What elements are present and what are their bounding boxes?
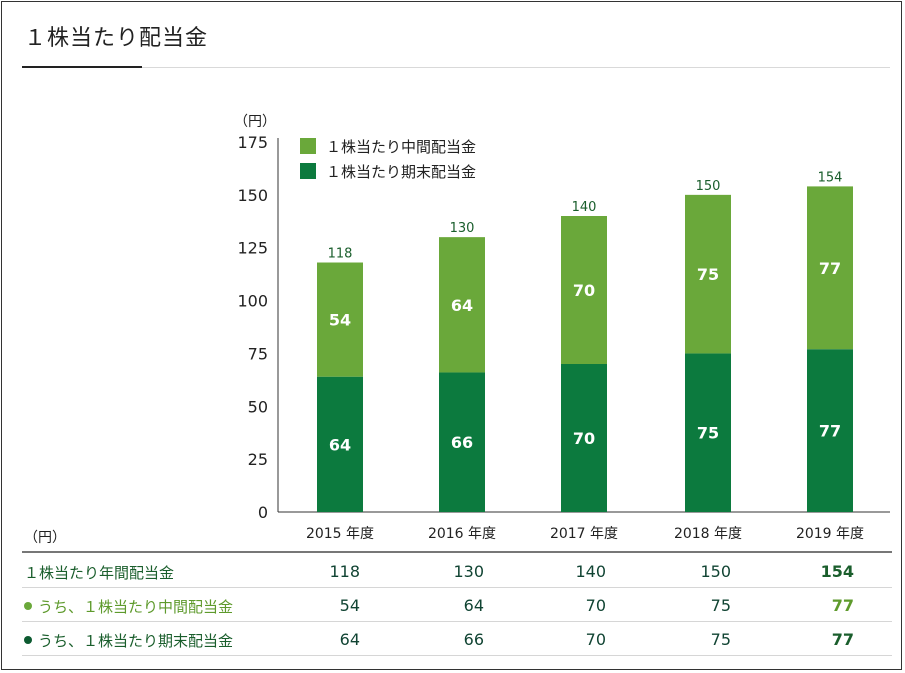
bar-value-label: 75 <box>697 424 719 443</box>
bar-value-label: 77 <box>819 422 841 441</box>
table-row-label-text: うち、１株当たり中間配当金 <box>38 598 234 616</box>
legend-swatch <box>300 163 316 179</box>
y-tick-label: 175 <box>237 133 268 152</box>
table-cell: 70 <box>585 596 606 615</box>
x-tick-label: 2018 年度 <box>674 526 742 542</box>
table-row-label-text: うち、１株当たり期末配当金 <box>38 632 234 650</box>
y-tick-label: 100 <box>237 292 268 311</box>
table-row: うち、１株当たり期末配当金 64 66 70 75 77 <box>22 622 892 656</box>
legend-dot-icon <box>24 601 32 610</box>
bar-value-label: 75 <box>697 265 719 284</box>
table-row: うち、１株当たり中間配当金 54 64 70 75 77 <box>22 588 892 622</box>
bar-value-label: 70 <box>573 429 595 448</box>
table-cell: 70 <box>585 630 606 649</box>
table-cell: 118 <box>329 562 360 581</box>
table-cell: 154 <box>820 562 854 581</box>
table-top-rule <box>22 551 892 553</box>
table-cell: 77 <box>831 596 854 615</box>
y-tick-label: 25 <box>248 450 268 469</box>
bar-segment-year-end <box>439 372 485 512</box>
x-tick-label: 2015 年度 <box>306 526 374 542</box>
bar-segment-year-end <box>561 364 607 512</box>
page-title: １株当たり配当金 <box>24 26 209 51</box>
table-cell: 77 <box>831 630 854 649</box>
bar-segment-year-end <box>685 353 731 512</box>
legend-swatch <box>300 138 316 154</box>
legend-label: １株当たり期末配当金 <box>326 163 476 181</box>
x-tick-label: 2016 年度 <box>428 526 496 542</box>
table-cell: 130 <box>453 562 484 581</box>
bar-total-label: 118 <box>328 247 353 262</box>
bar-value-label: 54 <box>329 311 351 330</box>
bar-total-label: 140 <box>572 200 597 215</box>
bar-value-label: 64 <box>451 296 473 315</box>
bar-segment-year-end <box>317 376 363 512</box>
bar-value-label: 77 <box>819 259 841 278</box>
table-cell: 66 <box>463 630 484 649</box>
x-tick-label: 2017 年度 <box>550 526 618 542</box>
bar-segment-year-end <box>807 349 853 512</box>
y-tick-label: 50 <box>248 397 268 416</box>
table-cell: 75 <box>710 596 731 615</box>
table-row-label: うち、１株当たり中間配当金 <box>24 596 233 617</box>
bar-value-label: 66 <box>451 433 473 452</box>
bar-value-label: 64 <box>329 435 351 454</box>
table-cell: 75 <box>710 630 731 649</box>
y-tick-label: 75 <box>248 344 268 363</box>
y-tick-label: 125 <box>237 239 268 258</box>
y-tick-label: 0 <box>258 503 268 522</box>
bar-value-label: 70 <box>573 281 595 300</box>
bar-segment-interim <box>685 194 731 354</box>
table-row: １株当たり年間配当金 118 130 140 150 154 <box>22 554 892 588</box>
table-cell: 140 <box>575 562 606 581</box>
bar-segment-interim <box>317 262 363 377</box>
table-row-label: １株当たり年間配当金 <box>24 562 174 583</box>
title-accent-rule <box>22 66 142 68</box>
table-cell: 64 <box>463 596 484 615</box>
bar-segment-interim <box>807 186 853 350</box>
y-axis-unit-label: （円） <box>234 114 276 130</box>
title-divider <box>22 67 890 68</box>
y-tick-label: 150 <box>237 186 268 205</box>
bar-segment-interim <box>439 237 485 373</box>
table-unit-label: （円） <box>24 530 66 546</box>
table-cell: 54 <box>339 596 360 615</box>
table-cell: 150 <box>700 562 731 581</box>
bar-segment-interim <box>561 216 607 364</box>
table-row-label: うち、１株当たり期末配当金 <box>24 630 233 651</box>
table-cell: 64 <box>339 630 360 649</box>
legend-dot-icon <box>24 635 32 644</box>
legend-label: １株当たり中間配当金 <box>326 138 476 156</box>
x-tick-label: 2019 年度 <box>796 526 864 542</box>
bar-total-label: 154 <box>818 170 843 185</box>
bar-total-label: 150 <box>696 179 721 194</box>
table-row-label-text: １株当たり年間配当金 <box>24 564 175 582</box>
bar-total-label: 130 <box>450 221 475 236</box>
